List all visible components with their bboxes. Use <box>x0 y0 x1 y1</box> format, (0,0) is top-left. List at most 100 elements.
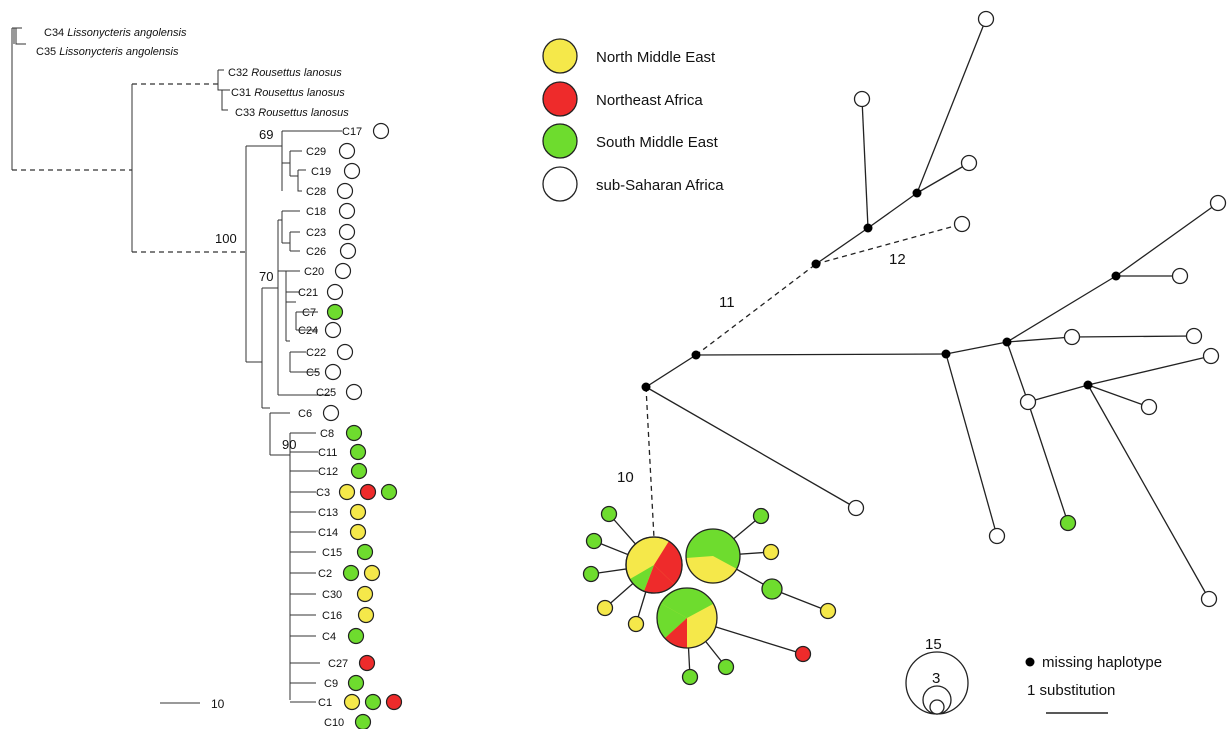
substitution-key-label: 1 substitution <box>1027 682 1115 699</box>
legend-label-sub-saharan-africa: sub-Saharan Africa <box>596 177 724 194</box>
haplotype-node-south-middle-east <box>600 505 618 523</box>
legend-label-south-middle-east: South Middle East <box>596 134 719 151</box>
legend-swatch-northeast-africa <box>542 81 578 117</box>
haplotype-node <box>1019 393 1037 411</box>
tip-label: C21 <box>298 287 318 299</box>
tip-haplotype-circle <box>385 693 403 711</box>
size-key-large-label: 15 <box>925 636 942 653</box>
tip-haplotype-circle <box>338 483 356 501</box>
haplotype-node <box>1200 590 1218 608</box>
missing-haplotype-node <box>811 259 821 269</box>
tip-label: C27 <box>328 658 348 670</box>
tip-label: C4 <box>322 631 336 643</box>
tip-label: C14 <box>318 527 338 539</box>
haplotype-node <box>1202 347 1220 365</box>
missing-haplotype-node <box>641 382 651 392</box>
tip-haplotype-circle <box>359 483 377 501</box>
tip-haplotype-circle <box>345 424 363 442</box>
tip-label: C15 <box>322 547 342 559</box>
haplotype-node-south-middle-east <box>1059 514 1077 532</box>
missing-haplotype-node <box>1002 337 1012 347</box>
tip-haplotype-circle <box>334 262 352 280</box>
haplotype-node-northeast-africa <box>794 645 812 663</box>
tip-label: C8 <box>320 428 334 440</box>
tip-label: C20 <box>304 266 324 278</box>
tip-label: C9 <box>324 678 338 690</box>
tip-label: C7 <box>302 307 316 319</box>
tip-haplotype-circle <box>322 404 340 422</box>
tip-label: C6 <box>298 408 312 420</box>
haplotype-node-south-middle-east <box>681 668 699 686</box>
haplotype-node <box>1171 267 1189 285</box>
tip-haplotype-circle <box>336 343 354 361</box>
missing-haplotype-key-dot <box>1025 657 1035 667</box>
legend-swatch-sub-saharan-africa <box>542 166 578 202</box>
tip-label: C10 <box>324 717 344 729</box>
bootstrap-label: 70 <box>259 269 273 284</box>
haplotype-node-north-middle-east <box>819 602 837 620</box>
dashed-edge-label: 11 <box>719 294 735 311</box>
tip-label: C23 <box>306 227 326 239</box>
tip-label: C2 <box>318 568 332 580</box>
tip-haplotype-circle <box>349 443 367 461</box>
bootstrap-label: 100 <box>215 231 237 246</box>
tip-haplotype-circle <box>356 585 374 603</box>
tip-haplotype-circle <box>336 182 354 200</box>
tip-label: C19 <box>311 166 331 178</box>
haplotype-node-north-middle-east <box>762 543 780 561</box>
tip-label: C13 <box>318 507 338 519</box>
haplotype-node-south-middle-east <box>761 578 783 600</box>
tip-haplotype-circle <box>324 321 342 339</box>
haplotype-pie-large-right <box>685 528 741 584</box>
tip-haplotype-circle <box>342 564 360 582</box>
tip-haplotype-circle <box>326 283 344 301</box>
missing-haplotype-node <box>691 350 701 360</box>
haplotype-node-south-middle-east <box>717 658 735 676</box>
tip-label: C30 <box>322 589 342 601</box>
outgroup-c32: C32 Rousettus lanosus <box>228 67 342 79</box>
size-key-small-circle <box>929 699 945 715</box>
tip-label: C12 <box>318 466 338 478</box>
tip-haplotype-circle <box>343 162 361 180</box>
tip-haplotype-circle <box>326 303 344 321</box>
tip-haplotype-circle <box>338 142 356 160</box>
legend-label-northeast-africa: Northeast Africa <box>596 92 703 109</box>
tip-haplotype-circle <box>338 223 356 241</box>
outgroup-c34: C34 Lissonycteris angolensis <box>44 27 187 39</box>
tip-haplotype-circle <box>357 606 375 624</box>
haplotype-node-south-middle-east <box>582 565 600 583</box>
sub-saharan-haplotypes <box>847 10 1227 608</box>
tip-haplotype-circle <box>345 383 363 401</box>
tip-label: C22 <box>306 347 326 359</box>
tip-label: C28 <box>306 186 326 198</box>
tip-label: C25 <box>316 387 336 399</box>
missing-haplotype-node <box>941 349 951 359</box>
haplotype-node-north-middle-east <box>596 599 614 617</box>
missing-haplotype-key-label: missing haplotype <box>1042 654 1162 671</box>
tip-circles <box>322 122 403 729</box>
outgroup-c31: C31 Rousettus lanosus <box>231 87 345 99</box>
tip-haplotype-circle <box>349 503 367 521</box>
tip-label: C29 <box>306 146 326 158</box>
haplotype-pie-large-bottom <box>656 587 718 649</box>
haplotype-node-south-middle-east <box>752 507 770 525</box>
tip-label: C18 <box>306 206 326 218</box>
tip-haplotype-circle <box>347 674 365 692</box>
tip-label: C26 <box>306 246 326 258</box>
tip-haplotype-circle <box>324 363 342 381</box>
haplotype-pie-large-left <box>625 536 683 594</box>
tip-haplotype-circle <box>363 564 381 582</box>
tip-haplotype-circle <box>347 627 365 645</box>
tip-haplotype-circle <box>372 122 390 140</box>
outgroup-c35: C35 Lissonycteris angolensis <box>36 46 179 58</box>
haplotype-node <box>977 10 995 28</box>
legend-swatch-south-middle-east <box>542 123 578 159</box>
outgroup-c33: C33 Rousettus lanosus <box>235 107 349 119</box>
haplotype-node <box>953 215 971 233</box>
tip-labels: C17 C29 C19 C28 C18 C23 C26 C20 C21 C7 C24 C22 C5 C25… <box>298 126 362 729</box>
haplotype-node <box>1140 398 1158 416</box>
tip-haplotype-circle <box>339 242 357 260</box>
tip-label: C11 <box>318 447 337 459</box>
haplotype-node <box>847 499 865 517</box>
